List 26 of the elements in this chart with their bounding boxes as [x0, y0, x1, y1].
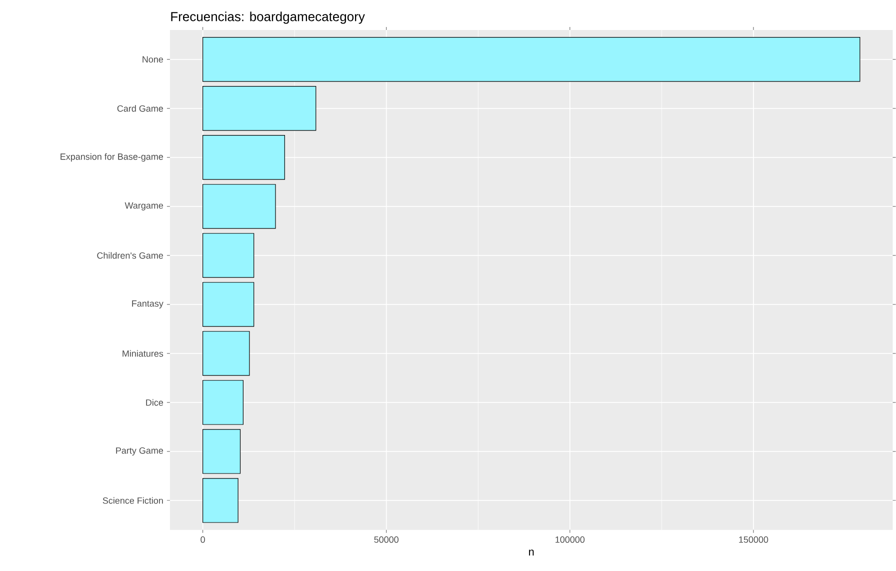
y-tick-label: Wargame [124, 202, 164, 211]
bar [202, 282, 254, 327]
chart-title: Frecuencias: boardgamecategory [171, 12, 365, 24]
y-tick-label: Children's Game [97, 252, 164, 259]
y-tick-label: Science Fiction [102, 497, 163, 504]
x-tick-label: 100000 [556, 536, 585, 543]
bar [202, 184, 276, 229]
x-tick-label: 0 [200, 536, 205, 543]
x-tick-label: 50000 [374, 536, 399, 543]
y-tick-label: None [142, 56, 164, 63]
y-tick-label: Miniatures [122, 350, 164, 357]
y-tick-label: Card Game [117, 105, 164, 112]
y-tick-label: Fantasy [132, 300, 164, 309]
bar [202, 135, 285, 180]
bar [202, 86, 316, 131]
bar [202, 380, 244, 425]
y-tick-label: Party Game [116, 447, 164, 456]
bar [202, 233, 254, 278]
y-tick-label: Expansion for Base-game [60, 153, 164, 162]
bar [202, 331, 250, 376]
x-axis-title: n [529, 550, 534, 556]
bar [202, 429, 241, 474]
bar [202, 37, 860, 82]
y-tick-label: Dice [146, 399, 164, 406]
x-tick-label: 150000 [739, 536, 768, 543]
bar [202, 478, 238, 523]
